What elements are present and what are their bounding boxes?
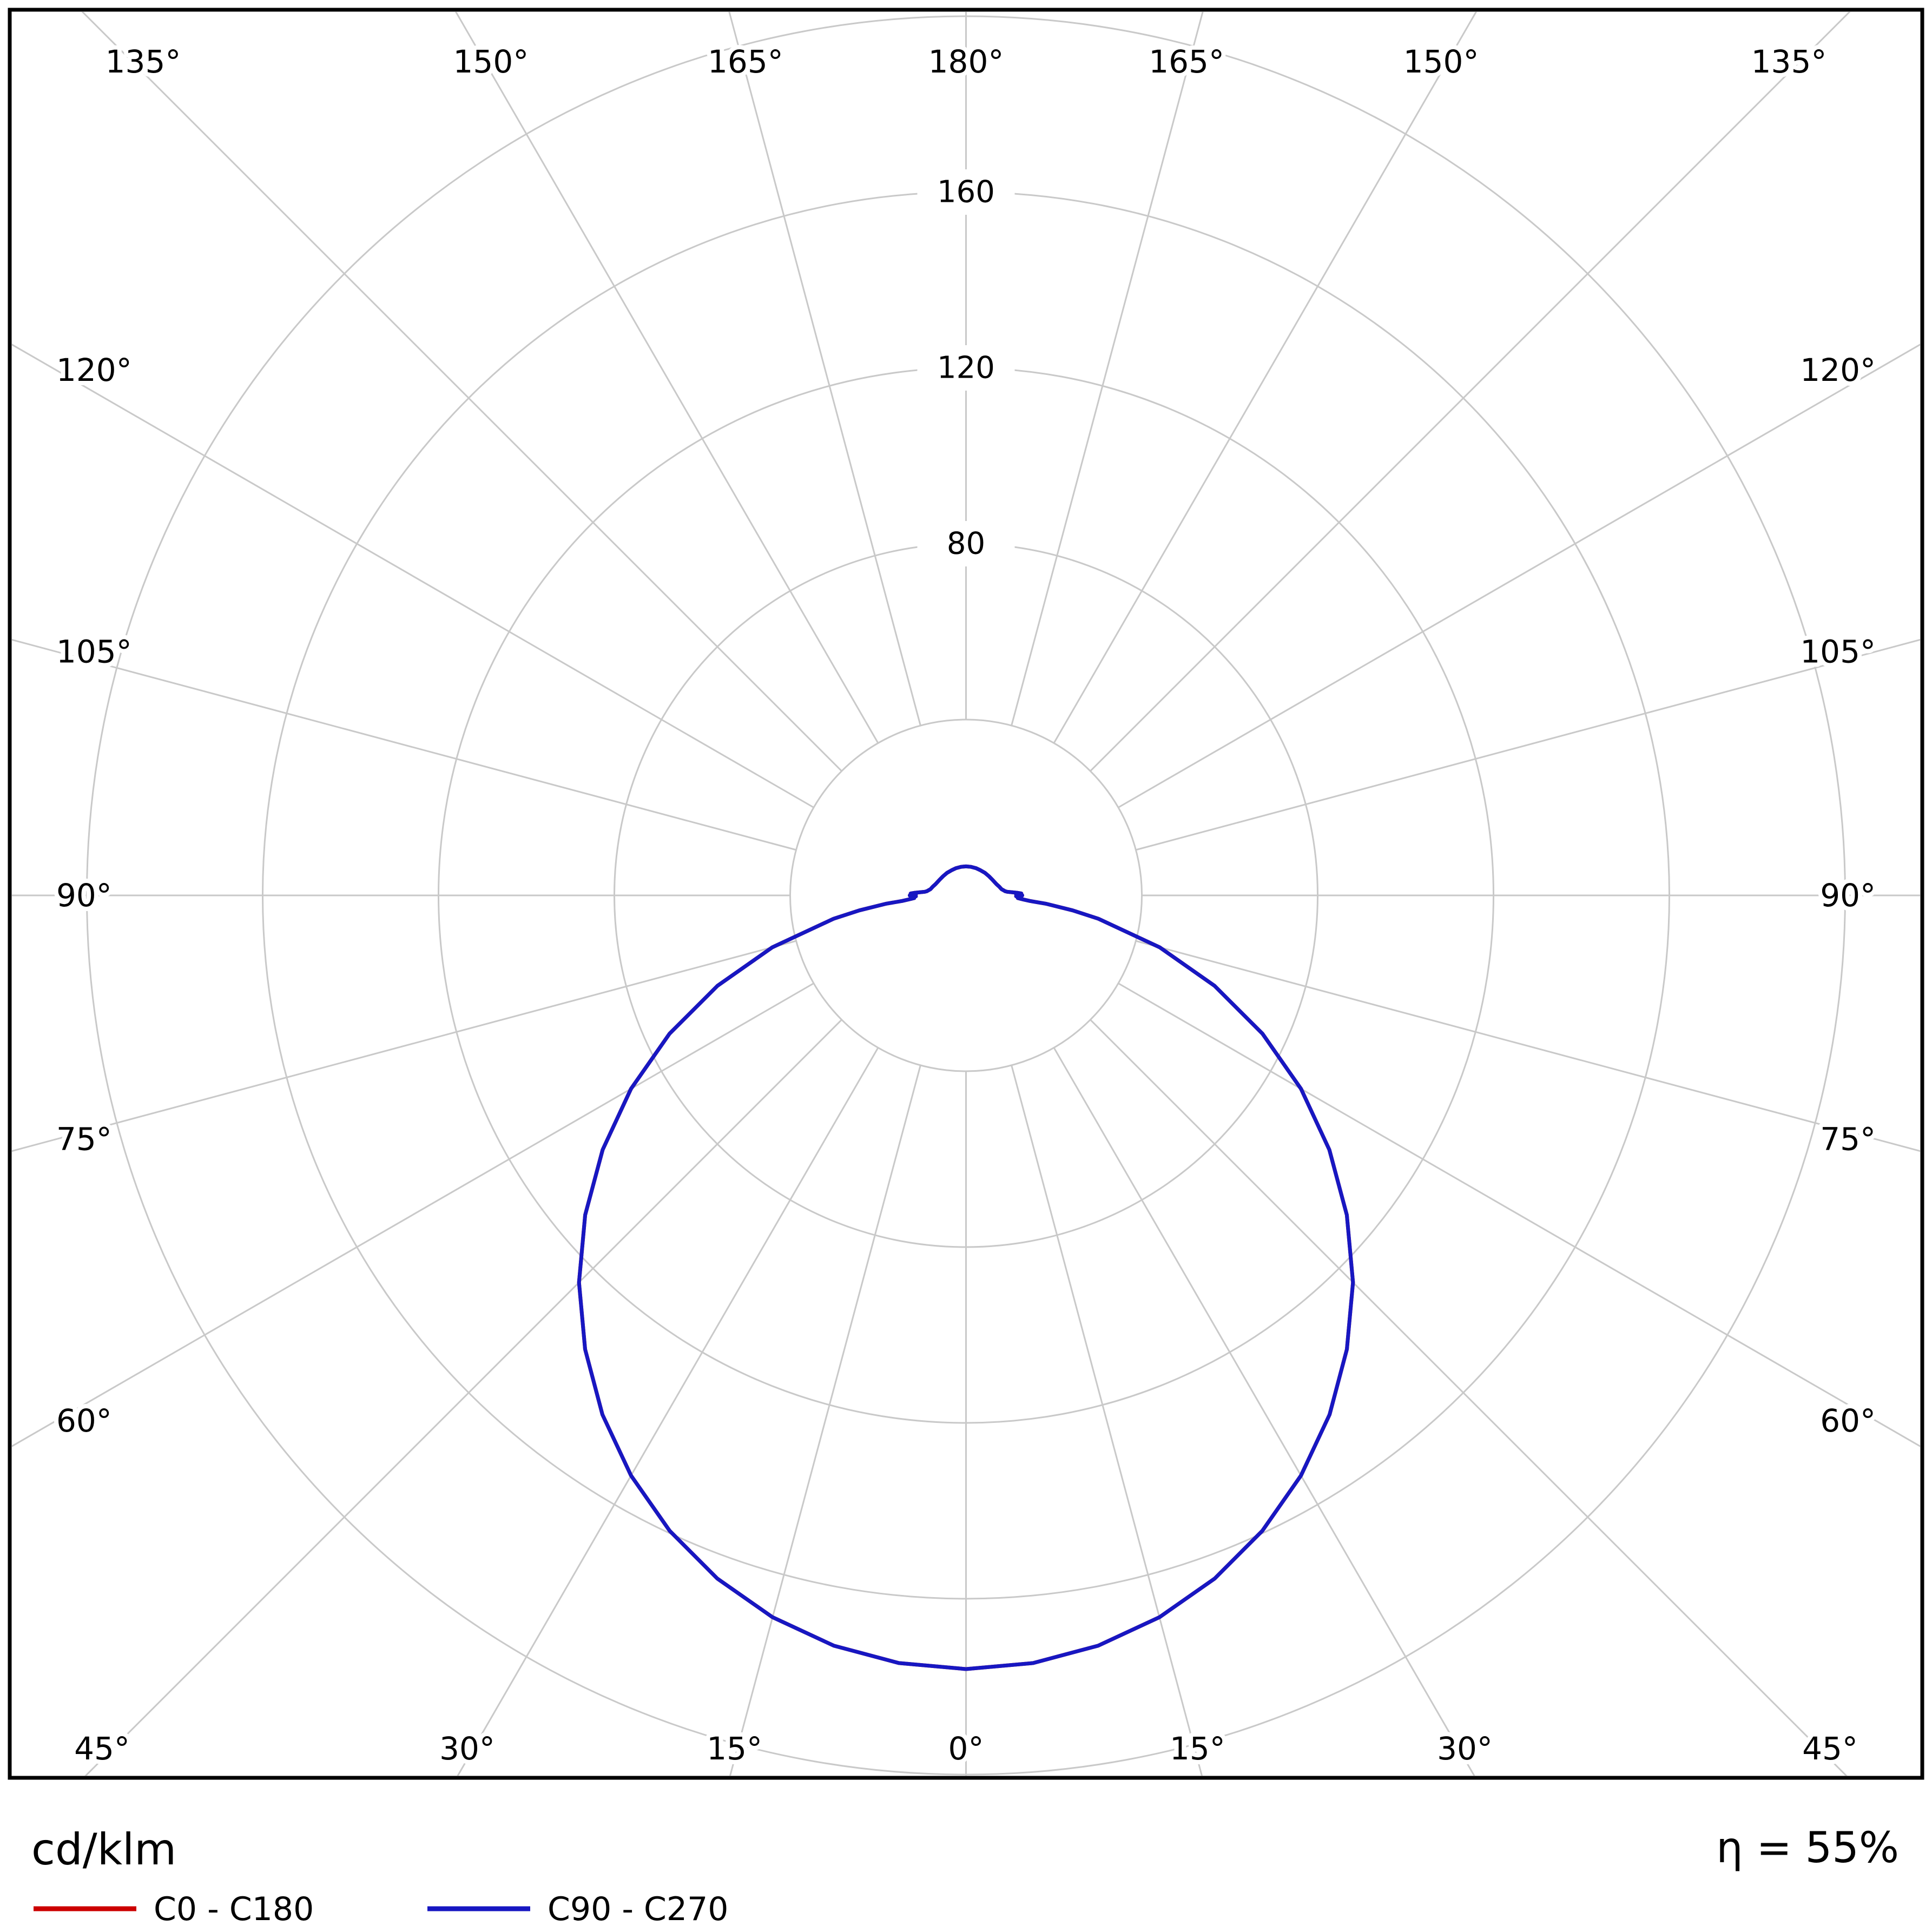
radial-tick-label: 80 bbox=[947, 526, 985, 562]
angle-tick-label: 105° bbox=[1800, 633, 1876, 670]
grid-spoke bbox=[1011, 1065, 1203, 1776]
grid-spoke bbox=[1011, 12, 1204, 726]
intensity-curves bbox=[577, 864, 1355, 1671]
angle-tick-label: 75° bbox=[56, 1121, 112, 1158]
grid-spoke bbox=[728, 12, 921, 726]
angle-tick-label: 105° bbox=[56, 633, 132, 670]
grid-spoke bbox=[1053, 1047, 1475, 1776]
angle-tick-label: 15° bbox=[1170, 1730, 1225, 1767]
angle-tick-label: 180° bbox=[928, 43, 1004, 80]
angle-tick-label: 30° bbox=[439, 1730, 495, 1767]
angle-tick-label: 75° bbox=[1820, 1121, 1876, 1158]
angle-tick-label: 165° bbox=[708, 43, 783, 80]
radial-tick-label-bg bbox=[917, 521, 1015, 566]
radial-tick-label-bg bbox=[917, 169, 1015, 215]
angle-tick-label: 0° bbox=[948, 1730, 984, 1767]
legend-label-c0-c180: C0 - C180 bbox=[154, 1890, 314, 1928]
angle-tick-label: 45° bbox=[74, 1730, 130, 1767]
grid-spoke bbox=[454, 12, 879, 744]
angle-tick-label: 165° bbox=[1149, 43, 1224, 80]
angle-tick-label: 90° bbox=[1820, 877, 1876, 914]
grid-spoke bbox=[84, 1019, 842, 1776]
radial-tick-labels: 80 120 160 bbox=[917, 169, 1015, 566]
radial-tick-label: 160 bbox=[937, 175, 995, 210]
angle-tick-label: 45° bbox=[1802, 1730, 1858, 1767]
grid-spoke bbox=[1118, 344, 1920, 808]
grid-spoke bbox=[1118, 983, 1920, 1447]
grid-spoke bbox=[12, 940, 796, 1152]
radial-tick-label-bg bbox=[917, 345, 1015, 391]
unit-label: cd/klm bbox=[31, 1824, 176, 1875]
legend-label-c90-c270: C90 - C270 bbox=[548, 1890, 728, 1928]
grid-spoke bbox=[1136, 940, 1920, 1152]
efficiency-label: η = 55% bbox=[1716, 1824, 1899, 1872]
angle-tick-label: 120° bbox=[56, 352, 132, 388]
series-curve-c90-c270 bbox=[577, 864, 1355, 1671]
grid-spoke bbox=[1136, 638, 1920, 851]
grid-spoke bbox=[1090, 12, 1851, 772]
grid-spoke bbox=[457, 1047, 879, 1776]
angle-tick-label: 150° bbox=[453, 43, 529, 80]
angle-tick-label: 30° bbox=[1437, 1730, 1493, 1767]
angle-tick-label: 90° bbox=[56, 877, 112, 914]
grid-spoke bbox=[729, 1065, 921, 1776]
angle-tick-label: 15° bbox=[707, 1730, 762, 1767]
angle-tick-labels: 0° 15° 15° 30° 30° 45° 45° 60° 60° 75° 75° 90° 90° 10… bbox=[52, 39, 1880, 1771]
angle-tick-label: 135° bbox=[105, 43, 181, 80]
grid-spoke bbox=[81, 12, 842, 772]
angle-tick-label: 120° bbox=[1800, 352, 1876, 388]
plot-border bbox=[8, 8, 1924, 1780]
angle-tick-label: 150° bbox=[1403, 43, 1479, 80]
angle-tick-label: 60° bbox=[1820, 1402, 1876, 1439]
grid-spoke bbox=[1090, 1019, 1848, 1776]
angle-tick-label: 135° bbox=[1751, 43, 1827, 80]
grid-circle bbox=[789, 718, 1143, 1072]
legend: C0 - C180 C90 - C270 bbox=[34, 1890, 728, 1928]
angle-tick-label: 60° bbox=[56, 1402, 112, 1439]
grid-spoke bbox=[12, 638, 796, 851]
radial-tick-label: 120 bbox=[937, 351, 995, 386]
grid-spoke bbox=[12, 983, 814, 1447]
grid-spoke bbox=[12, 344, 814, 808]
grid-spoke bbox=[1053, 12, 1478, 744]
